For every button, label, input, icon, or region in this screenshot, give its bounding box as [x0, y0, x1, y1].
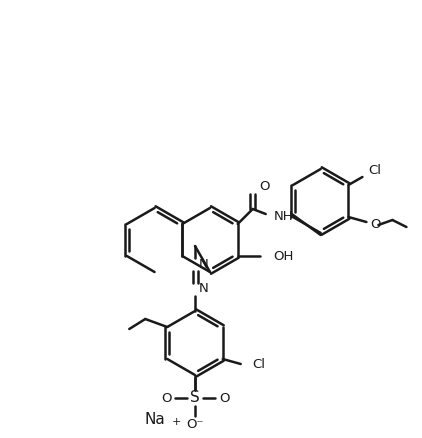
Text: Cl: Cl — [253, 358, 266, 371]
Text: NH: NH — [274, 209, 293, 223]
Text: O: O — [371, 219, 381, 232]
Text: OH: OH — [274, 250, 294, 262]
Text: Cl: Cl — [368, 165, 381, 177]
Text: +: + — [172, 417, 181, 427]
Text: O: O — [161, 392, 171, 405]
Text: N: N — [199, 283, 209, 296]
Text: O: O — [260, 180, 270, 194]
Text: O⁻: O⁻ — [186, 417, 204, 431]
Text: Na: Na — [144, 413, 165, 427]
Text: O: O — [219, 392, 229, 405]
Text: N: N — [199, 258, 209, 272]
Text: S: S — [190, 391, 200, 406]
